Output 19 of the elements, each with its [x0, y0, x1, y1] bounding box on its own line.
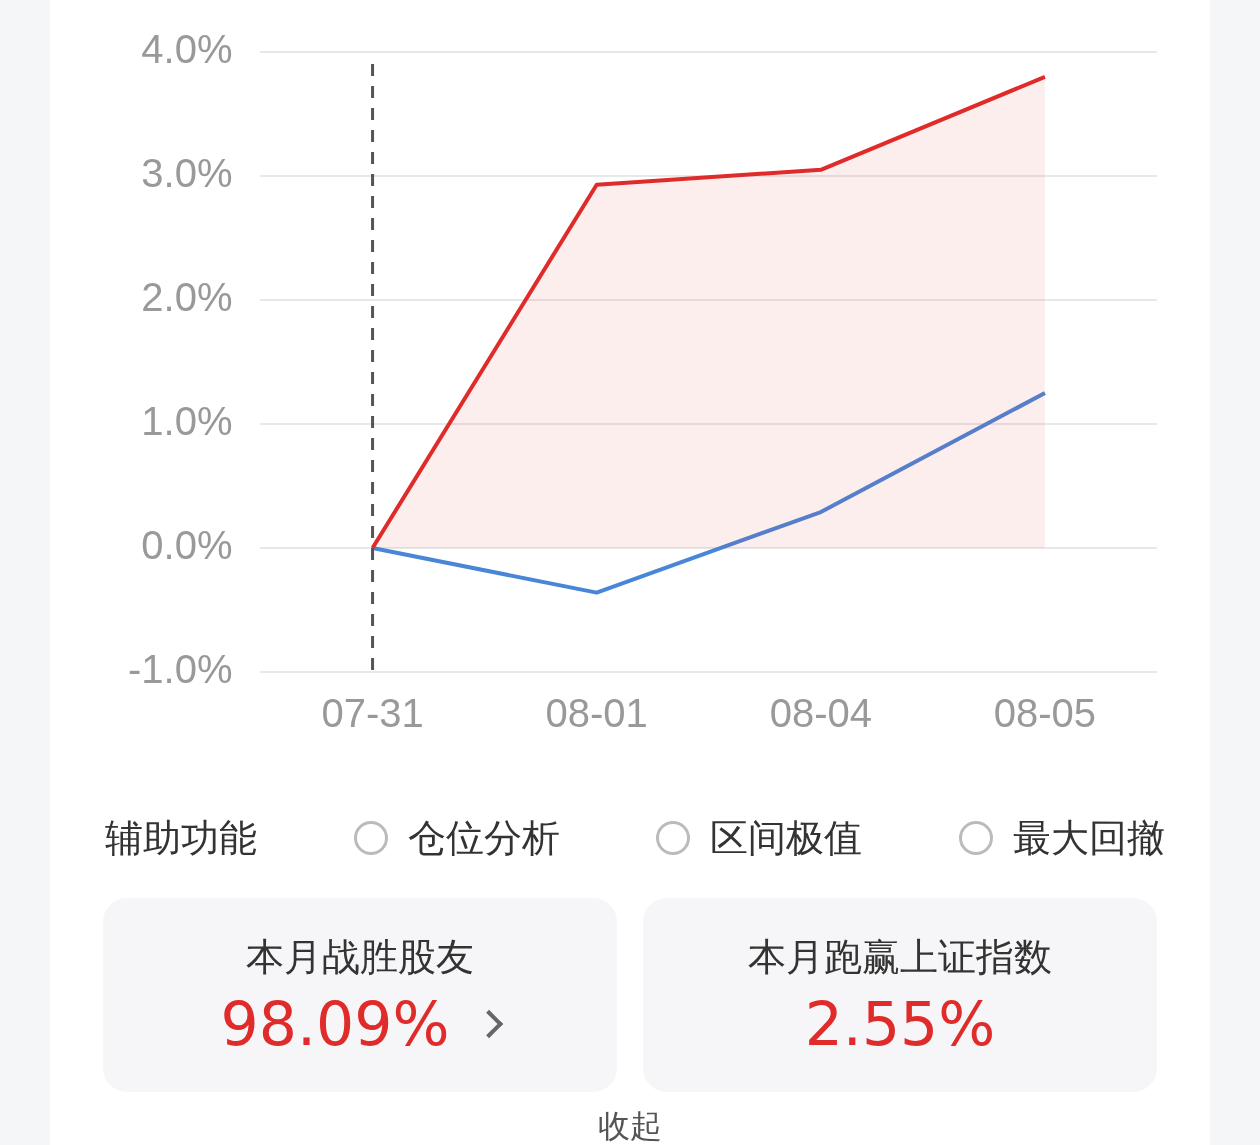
- y-tick-label: 1.0%: [141, 399, 233, 444]
- text: 收起: [597, 1106, 663, 1145]
- text: 98.09%: [220, 988, 450, 1059]
- text: 最大回撤: [1012, 814, 1165, 862]
- text: 辅助功能: [105, 814, 257, 862]
- text: 仓位分析: [407, 814, 560, 862]
- y-tick-label: 2.0%: [141, 275, 233, 320]
- y-tick-label: 3.0%: [141, 151, 233, 196]
- y-tick-label: -1.0%: [127, 647, 233, 692]
- x-tick-label: 08-01: [545, 691, 648, 736]
- text: 2.55%: [804, 988, 996, 1059]
- x-tick-label: 07-31: [321, 691, 424, 736]
- x-tick-label: 08-04: [769, 691, 872, 736]
- x-tick-label: 08-05: [993, 691, 1097, 736]
- y-tick-label: 4.0%: [141, 27, 233, 72]
- y-tick-label: 0.0%: [141, 523, 233, 568]
- text: 本月战胜股友: [246, 933, 474, 981]
- text: 本月跑赢上证指数: [748, 933, 1052, 981]
- text: 区间极值: [710, 814, 863, 862]
